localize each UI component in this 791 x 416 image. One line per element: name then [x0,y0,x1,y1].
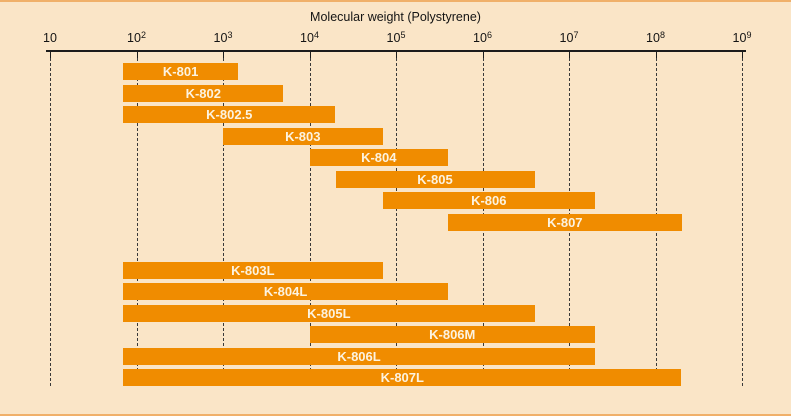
x-tick-label: 10 [43,31,57,45]
x-tick-mark [223,52,224,58]
bar-label: K-807L [380,370,424,385]
bar-label: K-806 [471,193,507,208]
grid-line [136,58,138,386]
x-tick-label: 106 [473,30,492,46]
grid-line [223,58,224,386]
bar-K-806M: K-806M [309,326,595,343]
x-tick-label: 107 [559,30,579,46]
bar-K-804: K-804 [309,149,449,166]
bar-K-806: K-806 [382,192,595,209]
bar-label: K-802 [185,85,221,101]
x-axis-line [46,50,746,52]
bar-K-801: K-801 [123,63,239,80]
grid-line [742,58,743,386]
bar-K-807: K-807 [448,213,682,231]
x-tick-label: 104 [300,30,319,46]
x-tick-mark [482,52,484,58]
bar-label: K-806L [337,348,381,364]
bar-label: K-805 [417,171,453,187]
bar-K-803: K-803 [223,127,383,145]
bar-K-803L: K-803L [123,261,383,279]
bar-K-807L: K-807L [123,369,682,386]
bar-K-805L: K-805L [123,304,535,322]
x-tick-label: 109 [732,30,752,46]
bar-label: K-806M [429,327,476,342]
bar-label: K-805L [307,305,351,321]
x-tick-label: 108 [646,30,665,46]
x-tick-mark [655,52,657,58]
bar-label: K-801 [162,64,199,79]
x-tick-mark [50,52,51,58]
bar-K-802.5: K-802.5 [123,106,336,123]
x-tick-label: 103 [213,30,233,46]
bar-K-802: K-802 [123,84,284,102]
bar-label: K-803 [285,128,321,144]
bar-label: K-803L [231,262,275,278]
chart-title: Molecular weight (Polystyrene) [310,10,481,24]
grid-line [50,58,51,386]
x-tick-mark [569,52,570,58]
bar-K-804L: K-804L [123,283,449,300]
x-tick-label: 105 [386,30,406,46]
bar-K-805: K-805 [335,170,535,188]
x-tick-mark [309,52,311,58]
x-tick-label: 102 [127,30,146,46]
x-tick-mark [136,52,138,58]
bottom-rule [0,414,791,416]
top-rule [0,0,791,2]
bar-K-806L: K-806L [123,347,595,365]
x-tick-mark [396,52,397,58]
x-tick-mark [742,52,743,58]
bar-label: K-807 [547,214,583,230]
bar-label: K-804 [361,150,397,165]
bar-label: K-804L [263,284,308,299]
grid-line [309,58,311,386]
bar-label: K-802.5 [206,107,253,122]
grid-line [396,58,397,386]
